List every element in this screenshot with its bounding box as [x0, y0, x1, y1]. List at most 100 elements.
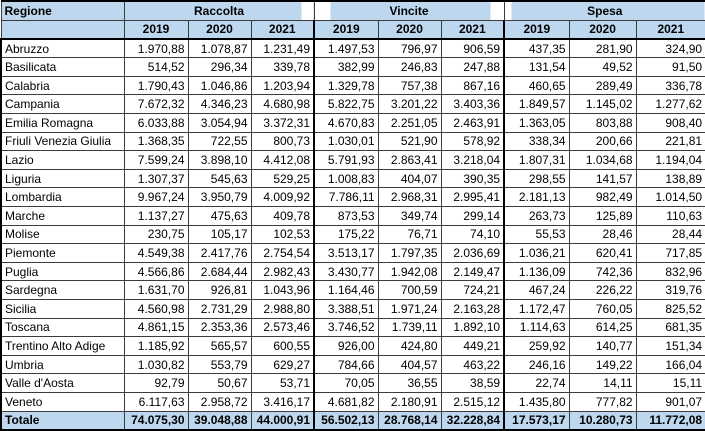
value-cell: 2.968,31: [377, 187, 442, 207]
value-cell: 982,49: [568, 187, 637, 207]
value-cell: 1.892,10: [440, 317, 505, 338]
year-header: 2021: [250, 19, 315, 40]
value-cell: 38,59: [440, 373, 505, 394]
value-cell: 1.014,50: [635, 187, 705, 207]
value-cell: 1.036,21: [503, 243, 570, 263]
value-cell: 6.033,88: [123, 112, 189, 133]
value-cell: 832,96: [635, 261, 705, 282]
region-name-cell: Lazio: [0, 150, 125, 170]
value-cell: 467,24: [503, 280, 570, 301]
value-cell: 5.822,75: [313, 94, 379, 114]
table-row: Friuli Venezia Giulia 1.368,35 722,55 800,7…: [0, 131, 705, 152]
value-cell: 259,92: [503, 336, 570, 356]
value-cell: 263,73: [503, 205, 570, 226]
value-cell: 825,52: [635, 299, 705, 319]
value-cell: 56.502,13: [313, 410, 379, 431]
value-cell: 906,59: [440, 38, 505, 59]
value-cell: 475,63: [187, 205, 252, 226]
value-cell: 545,63: [187, 168, 252, 189]
value-cell: 1.194,04: [635, 150, 705, 170]
year-header: 2019: [313, 19, 379, 40]
value-cell: 140,77: [568, 336, 637, 356]
table-row: Toscana 4.861,15 2.353,36 2.573,46 3.746,52 1…: [0, 317, 705, 338]
value-cell: 28.768,14: [377, 410, 442, 431]
table-row: Valle d'Aosta 92,79 50,67 53,71 70,05 36,55 38…: [0, 373, 705, 394]
value-cell: 1.030,01: [313, 131, 379, 152]
region-name-cell: Sardegna: [0, 280, 125, 301]
region-name-cell: Molise: [0, 224, 125, 245]
value-cell: 1.043,96: [250, 280, 315, 301]
table-row: Veneto 6.117,63 2.958,72 3.416,17 4.681,82 2.…: [0, 392, 705, 412]
value-cell: 36,55: [377, 373, 442, 394]
region-name-cell: Umbria: [0, 354, 125, 375]
table-row: Sardegna 1.631,70 926,81 1.043,96 1.164,46 70…: [0, 280, 705, 301]
value-cell: 4.670,83: [313, 112, 379, 133]
value-cell: 3.950,79: [187, 187, 252, 207]
value-cell: 614,25: [568, 317, 637, 338]
value-cell: 1.435,80: [503, 392, 570, 412]
region-name-cell: Marche: [0, 205, 125, 226]
value-cell: 2.573,46: [250, 317, 315, 338]
value-cell: 70,05: [313, 373, 379, 394]
value-cell: 382,99: [313, 57, 379, 77]
region-name-cell: Piemonte: [0, 243, 125, 263]
value-cell: 404,07: [377, 168, 442, 189]
value-cell: 4.549,38: [123, 243, 189, 263]
value-cell: 151,34: [635, 336, 705, 356]
value-cell: 3.430,77: [313, 261, 379, 282]
value-cell: 3.746,52: [313, 317, 379, 338]
value-cell: 3.898,10: [187, 150, 252, 170]
value-cell: 620,41: [568, 243, 637, 263]
value-cell: 1.136,09: [503, 261, 570, 282]
table-row: Puglia 4.566,86 2.684,44 2.982,43 3.430,77 1.…: [0, 261, 705, 282]
value-cell: 102,53: [250, 224, 315, 245]
value-cell: 800,73: [250, 131, 315, 152]
value-cell: 1.849,57: [503, 94, 570, 114]
value-cell: 4.861,15: [123, 317, 189, 338]
value-cell: 92,79: [123, 373, 189, 394]
total-row: Totale 74.075,30 39.048,88 44.000,91 56.502,…: [0, 410, 705, 431]
value-cell: 2.863,41: [377, 150, 442, 170]
value-cell: 11.772,08: [635, 410, 705, 431]
value-cell: 742,36: [568, 261, 637, 282]
blank-header-cell: [0, 19, 125, 40]
table-row: Umbria 1.030,82 553,79 629,27 784,66 404,57 46…: [0, 354, 705, 375]
value-cell: 1.497,53: [313, 38, 379, 59]
value-cell: 1.008,83: [313, 168, 379, 189]
value-cell: 926,00: [313, 336, 379, 356]
value-cell: 409,78: [250, 205, 315, 226]
value-cell: 39.048,88: [187, 410, 252, 431]
value-cell: 796,97: [377, 38, 442, 59]
region-column-header: Regione: [0, 0, 125, 21]
value-cell: 2.180,91: [377, 392, 442, 412]
table-row: Liguria 1.307,37 545,63 529,25 1.008,83 404,0…: [0, 168, 705, 189]
value-cell: 2.036,69: [440, 243, 505, 263]
value-cell: 4.680,98: [250, 94, 315, 114]
region-name-cell: Toscana: [0, 317, 125, 338]
value-cell: 757,38: [377, 75, 442, 96]
value-cell: 908,40: [635, 112, 705, 133]
value-cell: 49,52: [568, 57, 637, 77]
value-cell: 1.046,86: [187, 75, 252, 96]
value-cell: 565,57: [187, 336, 252, 356]
value-cell: 247,88: [440, 57, 505, 77]
value-cell: 7.786,11: [313, 187, 379, 207]
year-header: 2019: [123, 19, 189, 40]
value-cell: 1.363,05: [503, 112, 570, 133]
table-row: Calabria 1.790,43 1.046,86 1.203,94 1.329,78…: [0, 75, 705, 96]
value-cell: 175,22: [313, 224, 379, 245]
region-name-cell: Basilicata: [0, 57, 125, 77]
value-cell: 681,35: [635, 317, 705, 338]
value-cell: 784,66: [313, 354, 379, 375]
value-cell: 724,21: [440, 280, 505, 301]
value-cell: 777,82: [568, 392, 637, 412]
value-cell: 3.513,17: [313, 243, 379, 263]
value-cell: 2.163,28: [440, 299, 505, 319]
value-cell: 4.560,98: [123, 299, 189, 319]
group-header-raccolta: Raccolta: [123, 0, 315, 21]
value-cell: 1.807,31: [503, 150, 570, 170]
value-cell: 2.417,76: [187, 243, 252, 263]
year-header: 2021: [635, 19, 705, 40]
value-cell: 2.988,80: [250, 299, 315, 319]
